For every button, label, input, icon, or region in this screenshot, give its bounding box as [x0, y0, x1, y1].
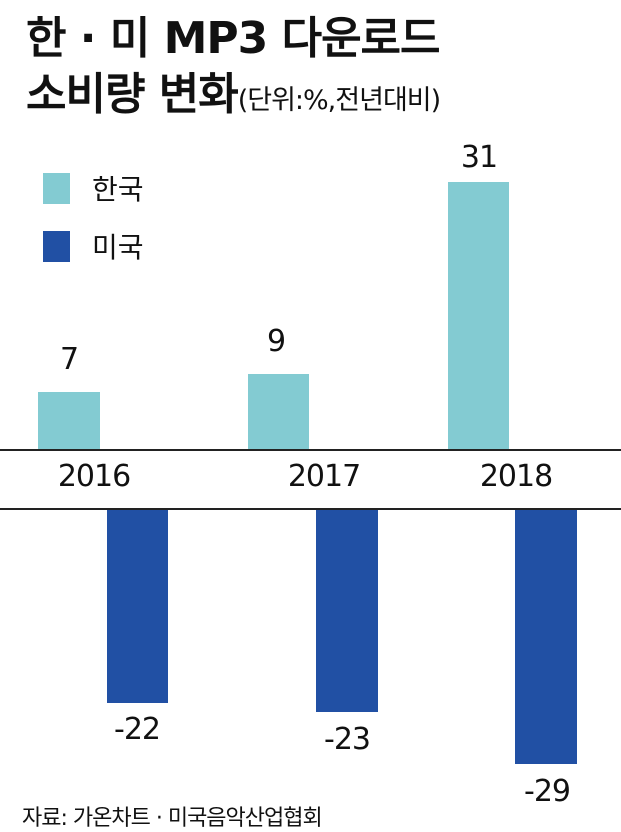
value-label-korea-2018: 31	[460, 140, 498, 175]
bar-us-2016	[107, 510, 168, 703]
value-label-us-2016: -22	[114, 712, 161, 747]
value-label-us-2017: -23	[324, 722, 371, 757]
legend-item-us: 미국	[43, 226, 144, 266]
value-label-us-2018: -29	[524, 774, 571, 809]
year-label-2016: 2016	[57, 459, 131, 494]
unit-label: (단위:%,전년대비)	[237, 85, 441, 116]
bar-korea-2016	[38, 392, 100, 450]
chart-title-main: 소비량 변화	[26, 69, 239, 120]
bar-us-2018	[515, 510, 577, 764]
legend-label-korea: 한국	[92, 173, 144, 206]
x-axis-bottom	[0, 508, 621, 510]
x-axis-top	[0, 449, 621, 451]
legend-swatch-korea	[43, 172, 70, 204]
value-label-korea-2017: 9	[266, 324, 286, 359]
chart-title-line2: 소비량 변화(단위:%,전년대비)	[26, 58, 441, 122]
bar-korea-2018	[448, 182, 509, 450]
source-note: 자료: 가온차트 · 미국음악산업협회	[22, 806, 323, 831]
year-label-2017: 2017	[287, 459, 361, 494]
year-label-2018: 2018	[479, 459, 553, 494]
bar-korea-2017	[248, 374, 309, 450]
value-label-korea-2016: 7	[59, 342, 79, 377]
legend-swatch-us	[43, 230, 70, 262]
bar-us-2017	[316, 510, 378, 712]
chart-title: 한 · 미 MP3 다운로드	[26, 13, 441, 64]
legend-label-us: 미국	[92, 231, 144, 264]
legend-item-korea: 한국	[43, 168, 144, 208]
